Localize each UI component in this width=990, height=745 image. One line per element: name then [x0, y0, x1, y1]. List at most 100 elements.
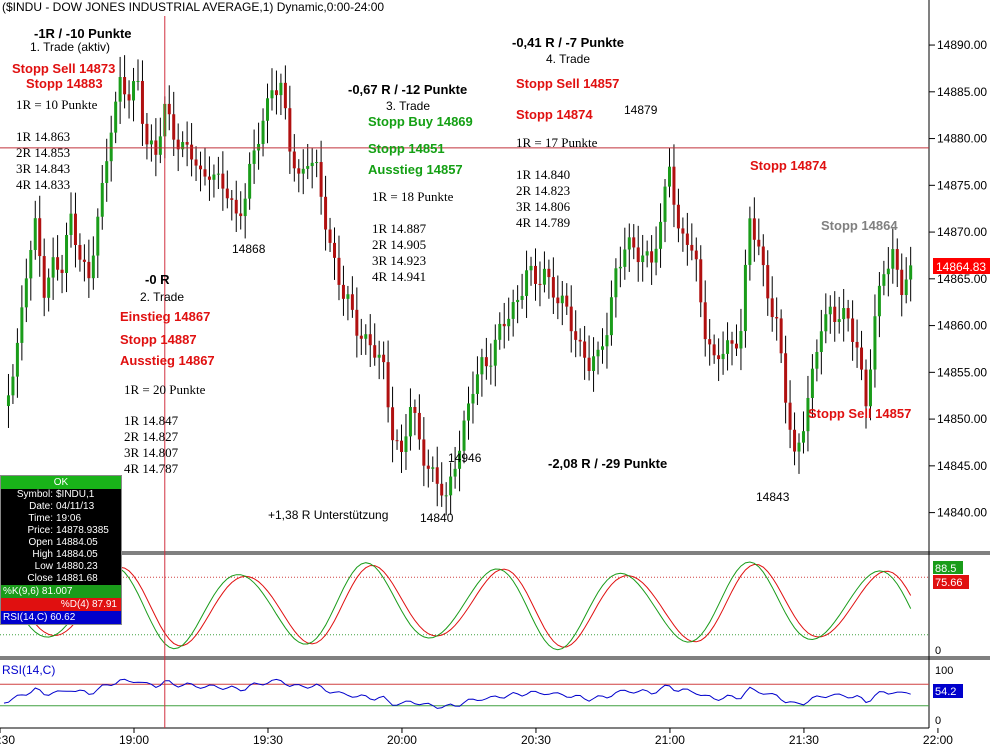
candle-body [484, 357, 488, 367]
x-tick-label: 20:00 [387, 733, 417, 745]
ok-button[interactable]: OK [1, 476, 121, 489]
x-tick-label: 18:30 [0, 733, 15, 745]
candle-body [766, 265, 770, 299]
candle-body [462, 420, 466, 451]
candle-body [618, 266, 622, 269]
x-tick-label: 19:00 [119, 733, 149, 745]
candle-body [400, 440, 404, 452]
candle-body [676, 204, 680, 229]
t3-1r: 1R 14.887 [372, 221, 427, 236]
candle-body [149, 140, 153, 145]
candle-body [158, 136, 162, 155]
candle-body [114, 101, 118, 133]
rsi-tag-label: 54.2 [935, 686, 956, 698]
candle-body [788, 402, 792, 430]
candle-body [824, 314, 828, 332]
candle-body [190, 144, 194, 160]
candle-body [596, 349, 600, 357]
candle-body [341, 284, 345, 299]
candle-body [270, 90, 274, 99]
candle-body [444, 495, 448, 497]
candle-body [525, 270, 529, 296]
candle-body [578, 339, 582, 342]
candle-body [458, 450, 462, 469]
t4-stoppsell: Stopp Sell 14857 [516, 76, 619, 91]
candle-body [703, 302, 707, 340]
t3-name: 3. Trade [386, 99, 430, 113]
candle-body [199, 165, 203, 170]
candle-body [681, 228, 685, 234]
t2-4r: 4R 14.787 [124, 461, 179, 476]
candle-body [895, 249, 899, 270]
candle-body [752, 218, 756, 240]
last-price-tag [933, 258, 990, 274]
t2-r: 1R = 20 Punkte [124, 382, 206, 397]
candle-body [873, 316, 877, 370]
candle-body [176, 139, 180, 150]
stoch-k-tag-label: 88.5 [935, 563, 956, 575]
candle-body [132, 81, 136, 101]
candle-body [257, 143, 261, 151]
candle-body [770, 298, 774, 318]
candle-body [507, 318, 511, 327]
candle-body [328, 229, 332, 243]
t1-result: -1R / -10 Punkte [34, 26, 132, 41]
candle-body [815, 351, 819, 369]
candle-body [413, 406, 417, 413]
candle-body [877, 285, 881, 317]
candle-body [408, 406, 412, 437]
t3-stoppbuy: Stopp Buy 14869 [368, 114, 473, 129]
candle-body [842, 308, 846, 320]
candle-body [810, 368, 814, 398]
candle-body [6, 395, 10, 406]
candle-body [797, 442, 801, 452]
candle-body [475, 374, 479, 394]
t4-result: -0,41 R / -7 Punkte [512, 35, 624, 50]
candle-body [404, 436, 408, 452]
data-window: OK Symbol: $INDU,1 Date: 04/11/13 Time: 19:… [0, 475, 122, 625]
candle-body [118, 77, 122, 102]
x-axis: 18:30 19:00 19:30 20:00 20:30 21:00 21:30 22:00 [0, 728, 953, 745]
candle-body [592, 356, 596, 371]
candle-body [315, 162, 319, 164]
info-row: Symbol: $INDU,1 [16, 489, 95, 500]
candle-body [685, 233, 689, 245]
candle-body [467, 403, 470, 421]
candle-body [274, 90, 278, 96]
rsi-level-0: 0 [935, 715, 941, 727]
candles [6, 55, 913, 516]
candle-body [140, 80, 144, 124]
candle-body [538, 283, 542, 285]
candle-body [20, 307, 24, 343]
t2-name: 2. Trade [140, 290, 184, 304]
x-tick-label: 21:00 [655, 733, 685, 745]
candle-body [502, 323, 506, 327]
t1-name: 1. Trade (aktiv) [30, 40, 110, 54]
candle-body [748, 218, 752, 265]
info-row: Time: 19:06 [28, 513, 82, 524]
candle-body [266, 98, 270, 121]
candle-body [516, 299, 520, 303]
t4-stopp: Stopp 14874 [516, 107, 593, 122]
candle-body [440, 483, 444, 496]
candle-body [78, 245, 82, 260]
candle-body [11, 376, 15, 396]
info-row: Low 14880.23 [34, 561, 98, 572]
candle-body [279, 82, 283, 96]
candle-body [261, 120, 265, 144]
candle-body [346, 294, 350, 299]
candle-body [87, 261, 91, 279]
candle-body [569, 306, 573, 332]
chart-title: ($INDU - DOW JONES INDUSTRIAL AVERAGE,1)… [2, 0, 384, 14]
candle-body [216, 173, 220, 175]
candle-body [574, 331, 578, 340]
candle-body [614, 268, 618, 298]
candle-body [730, 340, 734, 344]
candle-body [292, 151, 296, 169]
candle-body [100, 182, 104, 217]
candle-body [426, 465, 430, 469]
t2-2r: 2R 14.827 [124, 429, 179, 444]
candle-body [386, 362, 390, 408]
candle-body [368, 334, 372, 346]
candle-body [547, 268, 551, 278]
